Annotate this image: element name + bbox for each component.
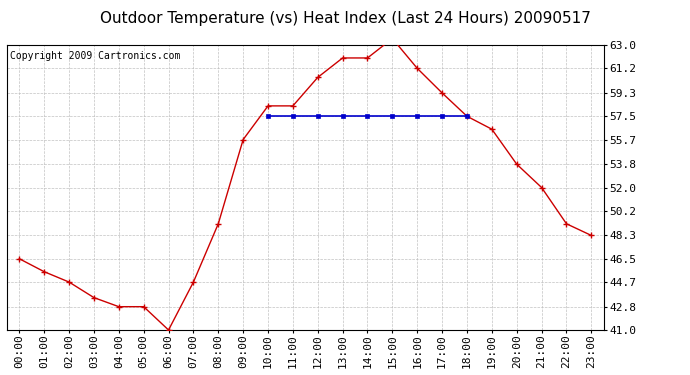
- Text: Copyright 2009 Cartronics.com: Copyright 2009 Cartronics.com: [10, 51, 180, 61]
- Text: Outdoor Temperature (vs) Heat Index (Last 24 Hours) 20090517: Outdoor Temperature (vs) Heat Index (Las…: [99, 11, 591, 26]
